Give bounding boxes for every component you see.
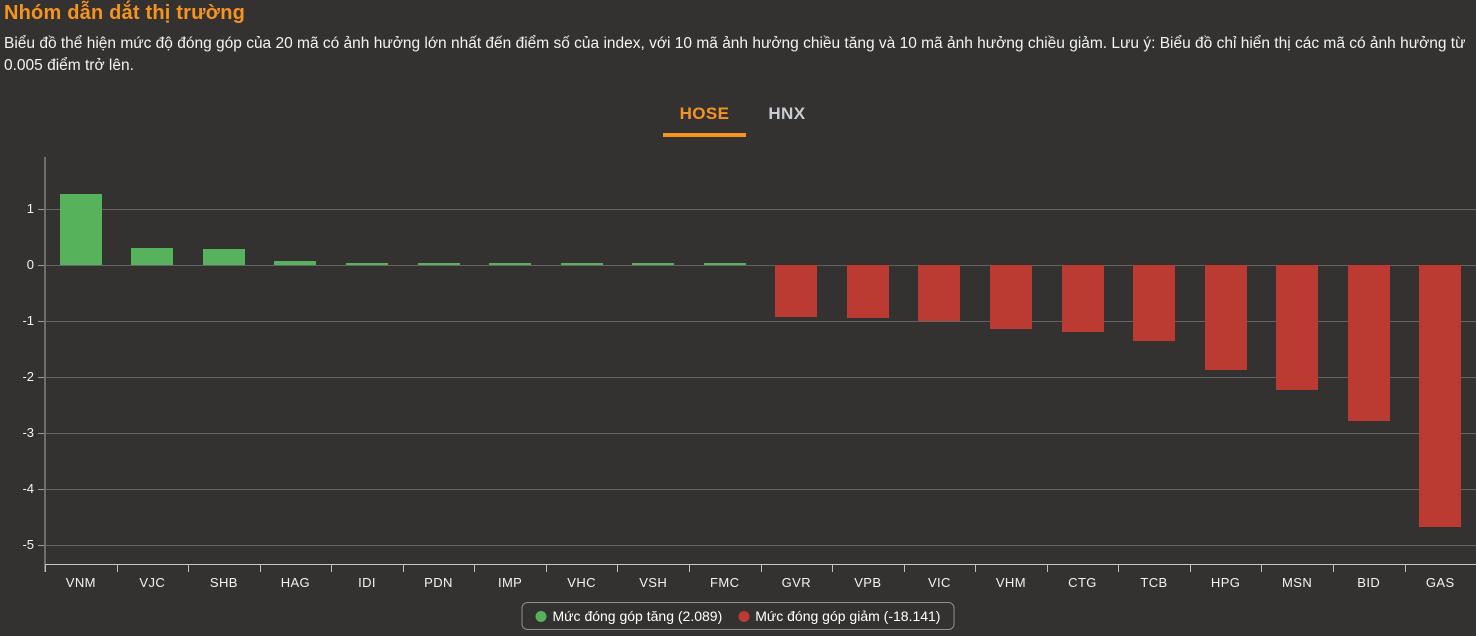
y-axis-tick--5 — [38, 545, 45, 546]
x-axis-tick-1 — [116, 564, 118, 572]
x-axis-tick-0 — [45, 564, 46, 572]
x-axis-tick-8 — [617, 564, 619, 572]
gridline--3 — [45, 433, 1476, 434]
gridline-0 — [45, 265, 1476, 266]
x-label-HPG: HPG — [1210, 575, 1241, 590]
x-axis-tick-4 — [331, 564, 333, 572]
bar-IDI[interactable] — [346, 262, 388, 265]
x-axis-tick-13 — [975, 564, 977, 572]
bar-VNM[interactable] — [59, 194, 102, 265]
x-label-GVR: GVR — [781, 575, 811, 590]
bar-BID[interactable] — [1347, 264, 1390, 422]
bar-VSH[interactable] — [632, 262, 675, 265]
x-axis-tick-9 — [688, 564, 690, 572]
x-axis-tick-19 — [1404, 564, 1406, 572]
x-label-VHM: VHM — [995, 575, 1026, 590]
x-axis-tick-14 — [1046, 564, 1048, 572]
gridline-1 — [45, 209, 1476, 210]
x-axis-tick-6 — [474, 564, 476, 572]
y-axis-tick-1 — [38, 209, 45, 210]
x-label-GAS: GAS — [1425, 575, 1455, 590]
bar-GAS[interactable] — [1419, 264, 1462, 528]
legend-label: Mức đóng góp tăng (2.089) — [552, 608, 723, 624]
x-label-FMC: FMC — [710, 575, 740, 590]
bar-CTG[interactable] — [1061, 264, 1104, 332]
bar-HPG[interactable] — [1204, 264, 1247, 370]
x-label-VNM: VNM — [65, 575, 96, 590]
x-axis-tick-16 — [1189, 564, 1191, 572]
x-axis-tick-12 — [903, 564, 905, 572]
y-axis-label--3: -3 — [22, 425, 34, 440]
x-label-IDI: IDI — [358, 575, 376, 590]
legend-dot-icon — [535, 610, 547, 622]
y-axis-line — [44, 157, 46, 572]
gridline--4 — [45, 489, 1476, 490]
y-axis-tick--2 — [38, 377, 45, 378]
y-axis-tick-0 — [38, 265, 45, 266]
x-axis-tick-10 — [760, 564, 762, 572]
bar-IMP[interactable] — [489, 262, 532, 265]
chart-legend: Mức đóng góp tăng (2.089) Mức đóng góp gi… — [521, 602, 955, 630]
x-axis-tick-5 — [402, 564, 404, 572]
x-label-IMP: IMP — [497, 575, 523, 590]
x-label-VSH: VSH — [639, 575, 668, 590]
y-axis-label--2: -2 — [22, 369, 34, 384]
bar-VIC[interactable] — [918, 264, 961, 321]
y-axis-label--4: -4 — [22, 481, 34, 496]
bar-PDN[interactable] — [417, 262, 460, 265]
x-label-TCB: TCB — [1140, 575, 1168, 590]
bar-MSN[interactable] — [1276, 264, 1319, 391]
x-axis-tick-15 — [1118, 564, 1120, 572]
x-label-BID: BID — [1357, 575, 1381, 590]
x-label-VJC: VJC — [139, 575, 166, 590]
gridline--2 — [45, 377, 1476, 378]
y-axis-label--1: -1 — [22, 313, 34, 328]
bar-GVR[interactable] — [775, 264, 818, 317]
legend-label: Mức đóng góp giảm (-18.141) — [755, 608, 941, 624]
y-axis-label-0: 0 — [26, 257, 34, 272]
x-axis-tick-17 — [1261, 564, 1263, 572]
tab-hnx[interactable]: HNX — [768, 104, 806, 123]
x-axis-tick-18 — [1332, 564, 1334, 572]
y-axis-tick--1 — [38, 321, 45, 322]
x-label-SHB: SHB — [209, 575, 238, 590]
y-axis-label--5: -5 — [22, 537, 34, 552]
x-label-PDN: PDN — [424, 575, 453, 590]
x-label-VHC: VHC — [567, 575, 596, 590]
gridline--1 — [45, 321, 1476, 322]
x-label-MSN: MSN — [1282, 575, 1313, 590]
bar-SHB[interactable] — [202, 249, 245, 265]
legend-item-giam[interactable]: Mức đóng góp giảm (-18.141) — [738, 608, 940, 624]
legend-item-tang[interactable]: Mức đóng góp tăng (2.089) — [535, 608, 723, 624]
x-label-VPB: VPB — [854, 575, 882, 590]
y-axis-tick--4 — [38, 489, 45, 490]
x-label-CTG: CTG — [1068, 575, 1097, 590]
bar-VHC[interactable] — [560, 262, 603, 265]
exchange-tabs: HOSE HNX — [0, 99, 1476, 137]
bar-FMC[interactable] — [703, 262, 746, 265]
x-label-VIC: VIC — [927, 575, 951, 590]
x-axis-tick-3 — [259, 564, 261, 572]
x-label-HAG: HAG — [280, 575, 311, 590]
bar-HAG[interactable] — [274, 261, 317, 265]
bar-TCB[interactable] — [1133, 264, 1175, 341]
gridline--5 — [45, 545, 1476, 546]
tab-hose[interactable]: HOSE — [662, 99, 747, 137]
bar-VJC[interactable] — [131, 248, 174, 265]
bar-VPB[interactable] — [846, 264, 889, 318]
x-axis-tick-7 — [545, 564, 547, 572]
y-axis-label-1: 1 — [26, 201, 34, 216]
legend-dot-icon — [738, 610, 750, 622]
bar-VHM[interactable] — [989, 264, 1032, 329]
chart-description: Biểu đồ thể hiện mức độ đóng góp của 20 … — [4, 35, 1466, 74]
y-axis-tick--3 — [38, 433, 45, 434]
page-title: Nhóm dẫn dắt thị trường — [4, 2, 246, 24]
x-axis-tick-2 — [188, 564, 190, 572]
x-axis-tick-11 — [832, 564, 833, 572]
